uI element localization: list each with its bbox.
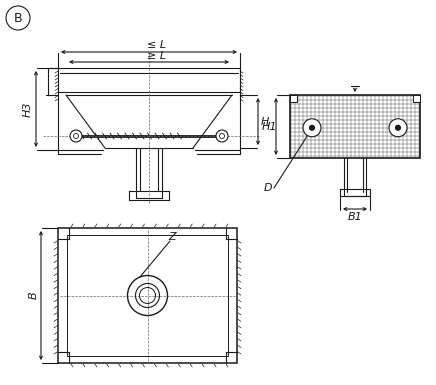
Text: B: B xyxy=(14,12,22,25)
Text: H1: H1 xyxy=(261,122,277,132)
Bar xyxy=(290,95,297,102)
Circle shape xyxy=(389,119,407,137)
Circle shape xyxy=(310,125,314,130)
Circle shape xyxy=(303,119,321,137)
Text: ≤ L: ≤ L xyxy=(147,40,167,50)
Circle shape xyxy=(395,125,401,130)
Text: ≥ L: ≥ L xyxy=(147,51,167,61)
Bar xyxy=(413,95,420,102)
Bar xyxy=(67,235,228,356)
Bar xyxy=(290,95,420,158)
Circle shape xyxy=(216,130,228,142)
Circle shape xyxy=(70,130,82,142)
Text: H: H xyxy=(261,117,269,127)
Bar xyxy=(58,228,237,363)
Text: D: D xyxy=(264,183,272,193)
Text: B1: B1 xyxy=(347,212,362,222)
Text: H3: H3 xyxy=(23,101,33,117)
Text: B: B xyxy=(29,292,39,299)
Text: Z: Z xyxy=(168,232,176,242)
